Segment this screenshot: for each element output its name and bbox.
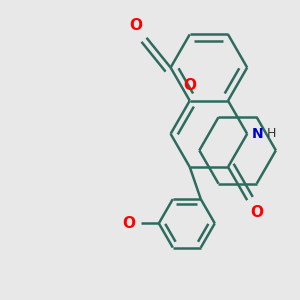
Text: H: H bbox=[267, 128, 277, 140]
Text: O: O bbox=[122, 216, 135, 231]
Text: O: O bbox=[129, 18, 142, 33]
Text: O: O bbox=[183, 78, 196, 93]
Text: O: O bbox=[250, 205, 263, 220]
Text: N: N bbox=[252, 127, 263, 141]
